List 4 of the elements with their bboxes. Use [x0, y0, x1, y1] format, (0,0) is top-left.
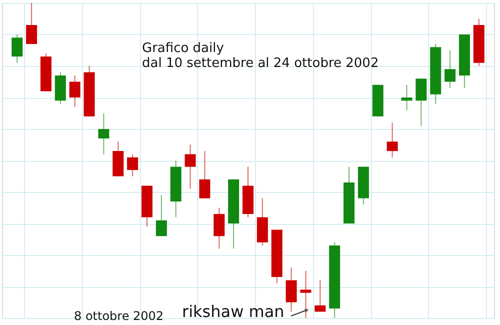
annotation: 8 ottobre 2002 [74, 309, 164, 323]
text: dal 10 settembre al 24 ottobre 2002 [142, 56, 379, 71]
text: Grafico daily [142, 41, 224, 56]
annotation: rikshaw man [182, 302, 284, 321]
